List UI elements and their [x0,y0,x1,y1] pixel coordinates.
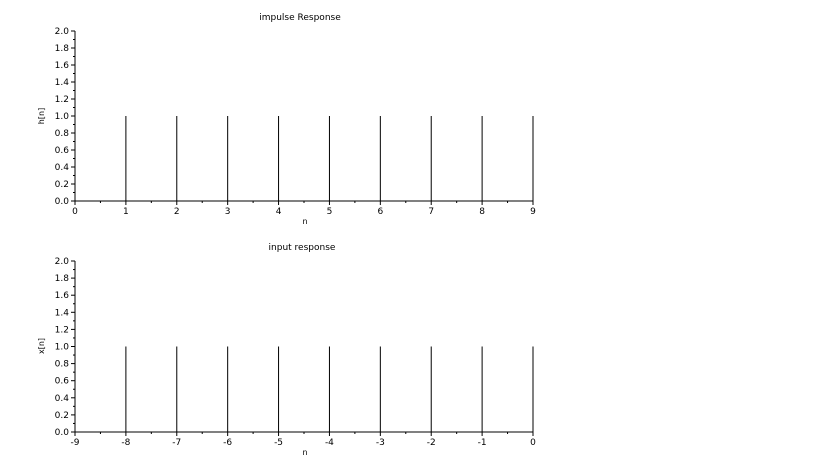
x-tick-label: 6 [377,207,383,217]
plot-title: input response [269,243,336,253]
x-axis-label: n [302,448,307,457]
x-tick-label: 7 [428,207,434,217]
x-tick-label: -3 [376,438,385,448]
stem-series [125,346,534,432]
y-tick-label: 0.8 [55,129,70,139]
y-tick-label: 0.6 [55,146,70,156]
x-tick-label: 3 [225,207,231,217]
y-tick-label: 1.2 [55,325,69,335]
x-tick-label: 0 [530,438,536,448]
x-tick-label: 8 [479,207,485,217]
y-tick-label: 0.0 [55,428,70,438]
y-tick-label: 1.2 [55,95,69,105]
x-axis-ticks: -9 -8 -7 -6 -5 -4 -3 -2 -1 0 [71,432,536,448]
y-tick-label: 0.4 [55,163,70,173]
y-tick-label: 2.0 [55,257,70,267]
plot-title: impulse Response [259,13,341,23]
y-tick-label: 0.6 [55,377,70,387]
x-tick-label: 2 [174,207,180,217]
y-tick-label: 1.6 [55,291,70,301]
y-tick-label: 1.8 [55,44,70,54]
x-tick-label: 1 [123,207,129,217]
y-axis-ticks: 0.0 0.2 0.4 0.6 0.8 1.0 1.2 1.4 1.6 1.8 2.0 [55,257,75,438]
y-tick-label: 1.4 [55,78,70,88]
x-tick-label: 5 [327,207,333,217]
x-tick-label: -9 [71,438,80,448]
x-tick-label: -5 [274,438,283,448]
y-tick-label: 0.0 [55,197,70,207]
y-axis-label: x[n] [37,338,46,354]
x-tick-label: 9 [530,207,536,217]
x-tick-label: -2 [427,438,436,448]
x-tick-label: 0 [72,207,78,217]
y-tick-label: 2.0 [55,27,70,37]
y-axis-ticks: 0.0 0.2 0.4 0.6 0.8 1.0 1.2 1.4 1.6 1.8 2.0 [55,27,75,207]
x-tick-label: -4 [325,438,334,448]
x-tick-label: 4 [276,207,282,217]
y-tick-label: 1.4 [55,308,70,318]
y-tick-label: 1.0 [55,343,70,353]
y-tick-label: 0.8 [55,360,70,370]
y-tick-label: 0.4 [55,394,70,404]
x-axis-label: n [302,217,307,226]
y-tick-label: 0.2 [55,411,69,421]
stem-series [125,116,534,201]
y-tick-label: 1.0 [55,112,70,122]
x-tick-label: -8 [121,438,130,448]
input-response-plot: input response n x[n] -9 -8 -7 -6 -5 -4 -3 -2 -1… [37,243,536,457]
y-tick-label: 1.6 [55,61,70,71]
y-tick-label: 0.2 [55,180,69,190]
x-tick-label: -6 [223,438,232,448]
x-tick-label: -7 [172,438,181,448]
y-tick-label: 1.8 [55,274,70,284]
x-tick-label: -1 [478,438,487,448]
y-axis-label: h[n] [37,108,46,124]
x-axis-ticks: 0 1 2 3 4 5 6 7 8 9 [72,201,536,217]
